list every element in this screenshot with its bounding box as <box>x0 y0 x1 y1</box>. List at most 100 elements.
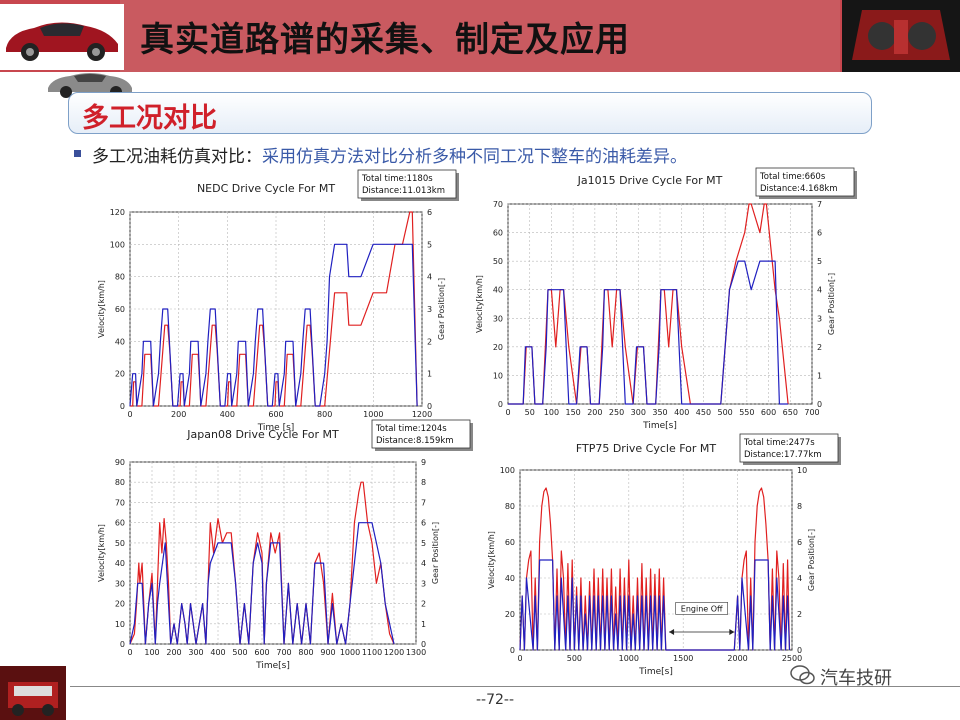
y-tick-label: 80 <box>505 502 515 511</box>
x-tick-label: 600 <box>761 408 776 417</box>
y-tick-label: 40 <box>493 286 503 295</box>
info-box: Total time:2477s Distance:17.77km <box>739 433 841 465</box>
y2-tick-label: 7 <box>817 200 822 209</box>
x-tick-label: 0 <box>505 408 510 417</box>
footer-divider <box>70 686 960 687</box>
y-tick-label: 100 <box>110 240 125 249</box>
y2-tick-label: 0 <box>797 646 802 655</box>
y2-tick-label: 6 <box>797 538 802 547</box>
x-tick-label: 400 <box>674 408 689 417</box>
y2-tick-label: 6 <box>421 519 426 528</box>
info-box-frame <box>371 419 471 449</box>
x-tick-label: 600 <box>268 410 283 419</box>
y-axis-label: Velocity[km/h] <box>475 275 484 333</box>
y2-tick-label: 5 <box>427 240 432 249</box>
x-tick-label: 0 <box>127 648 132 657</box>
y-axis-label: Velocity[km/h] <box>487 531 496 589</box>
y2-tick-label: 9 <box>421 458 426 467</box>
info-line: Distance:11.013km <box>362 186 445 196</box>
y2-tick-label: 4 <box>797 574 802 583</box>
section-header-box <box>68 92 872 134</box>
y2-tick-label: 3 <box>427 305 432 314</box>
y2-tick-label: 2 <box>817 343 822 352</box>
y2-tick-label: 8 <box>797 502 802 511</box>
x-axis-label: Time[s] <box>255 661 290 671</box>
annotation-label: Engine Off <box>681 604 723 613</box>
y-tick-label: 120 <box>110 208 125 217</box>
y2-tick-label: 1 <box>817 371 822 380</box>
bullet-lead: 多工况油耗仿真对比： <box>92 147 262 167</box>
x-tick-label: 400 <box>210 648 225 657</box>
info-line: Total time:660s <box>759 172 826 182</box>
section-title: 多工况对比 <box>82 103 217 134</box>
car-image-left <box>0 4 124 70</box>
y2-axis-label: Gear Position[-] <box>431 522 440 584</box>
x-tick-label: 2000 <box>727 654 747 663</box>
info-line: Distance:17.77km <box>744 450 822 460</box>
x-tick-label: 500 <box>232 648 247 657</box>
x-tick-label: 800 <box>317 410 332 419</box>
x-tick-label: 200 <box>166 648 181 657</box>
x-tick-label: 500 <box>718 408 733 417</box>
x-tick-label: 2500 <box>782 654 802 663</box>
y-tick-label: 70 <box>115 498 125 507</box>
y-tick-label: 30 <box>115 579 125 588</box>
bullet-text: 采用仿真方法对比分析多种不同工况下整车的油耗差异。 <box>262 147 687 167</box>
x-tick-label: 1200 <box>412 410 432 419</box>
series-gear-line <box>129 522 395 645</box>
y-tick-label: 60 <box>505 538 515 547</box>
x-tick-label: 800 <box>298 648 313 657</box>
y2-tick-label: 0 <box>427 402 432 411</box>
x-tick-label: 1200 <box>384 648 404 657</box>
info-box: Total time:1204s Distance:8.159km <box>371 419 473 451</box>
wechat-icon <box>790 665 815 685</box>
y2-tick-label: 4 <box>427 273 432 282</box>
y-tick-label: 0 <box>498 400 503 409</box>
x-tick-label: 0 <box>517 654 522 663</box>
annotation-box <box>675 602 728 615</box>
y-tick-label: 70 <box>493 200 503 209</box>
y-axis-label: Velocity[km/h] <box>97 524 106 582</box>
y-tick-label: 0 <box>120 640 125 649</box>
y2-tick-label: 3 <box>817 314 822 323</box>
info-box-frame <box>357 169 457 199</box>
x-tick-label: 450 <box>696 408 711 417</box>
annotation-arrowhead-right <box>729 629 735 635</box>
x-tick-label: 500 <box>567 654 582 663</box>
x-tick-label: 150 <box>566 408 581 417</box>
x-tick-label: 250 <box>609 408 624 417</box>
x-tick-label: 100 <box>544 408 559 417</box>
x-tick-label: 400 <box>220 410 235 419</box>
annotation-arrowhead-left <box>669 629 675 635</box>
info-line: Distance:8.159km <box>376 436 454 446</box>
y-tick-label: 20 <box>493 343 503 352</box>
chart-ftp75: FTP75 Drive Cycle For MT0 500 1000 1500 2000… <box>487 433 841 677</box>
chart-japan08: Japan08 Drive Cycle For MT0 100 200 300 400 5… <box>97 419 473 671</box>
x-tick-label: 1300 <box>406 648 426 657</box>
x-tick-label: 50 <box>525 408 535 417</box>
x-tick-label: 100 <box>144 648 159 657</box>
footer-car-image <box>0 666 66 720</box>
y-tick-label: 80 <box>115 478 125 487</box>
plot-area <box>129 461 417 645</box>
x-tick-label: 0 <box>127 410 132 419</box>
watermark-text: 汽车技研 <box>820 668 892 689</box>
y2-tick-label: 4 <box>817 286 822 295</box>
y2-tick-label: 7 <box>421 498 426 507</box>
y-tick-label: 20 <box>505 610 515 619</box>
page-number: --72-- <box>476 692 515 708</box>
info-line: Distance:4.168km <box>760 184 838 194</box>
y2-tick-label: 0 <box>421 640 426 649</box>
series-gear-line <box>129 243 418 407</box>
y2-tick-label: 2 <box>421 600 426 609</box>
header-band <box>120 0 840 72</box>
x-axis-label: Time[s] <box>642 421 677 431</box>
y-tick-label: 100 <box>500 466 515 475</box>
bullet-line: 多工况油耗仿真对比：采用仿真方法对比分析多种不同工况下整车的油耗差异。 <box>92 142 687 167</box>
chart-title: Japan08 Drive Cycle For MT <box>186 428 339 441</box>
chart-ja1015: Ja1015 Drive Cycle For MT0 50 100 150 200 250… <box>475 167 857 431</box>
y-tick-label: 80 <box>115 273 125 282</box>
x-tick-label: 1000 <box>340 648 360 657</box>
info-box-frame <box>755 167 855 197</box>
info-line: Total time:1204s <box>375 424 447 434</box>
